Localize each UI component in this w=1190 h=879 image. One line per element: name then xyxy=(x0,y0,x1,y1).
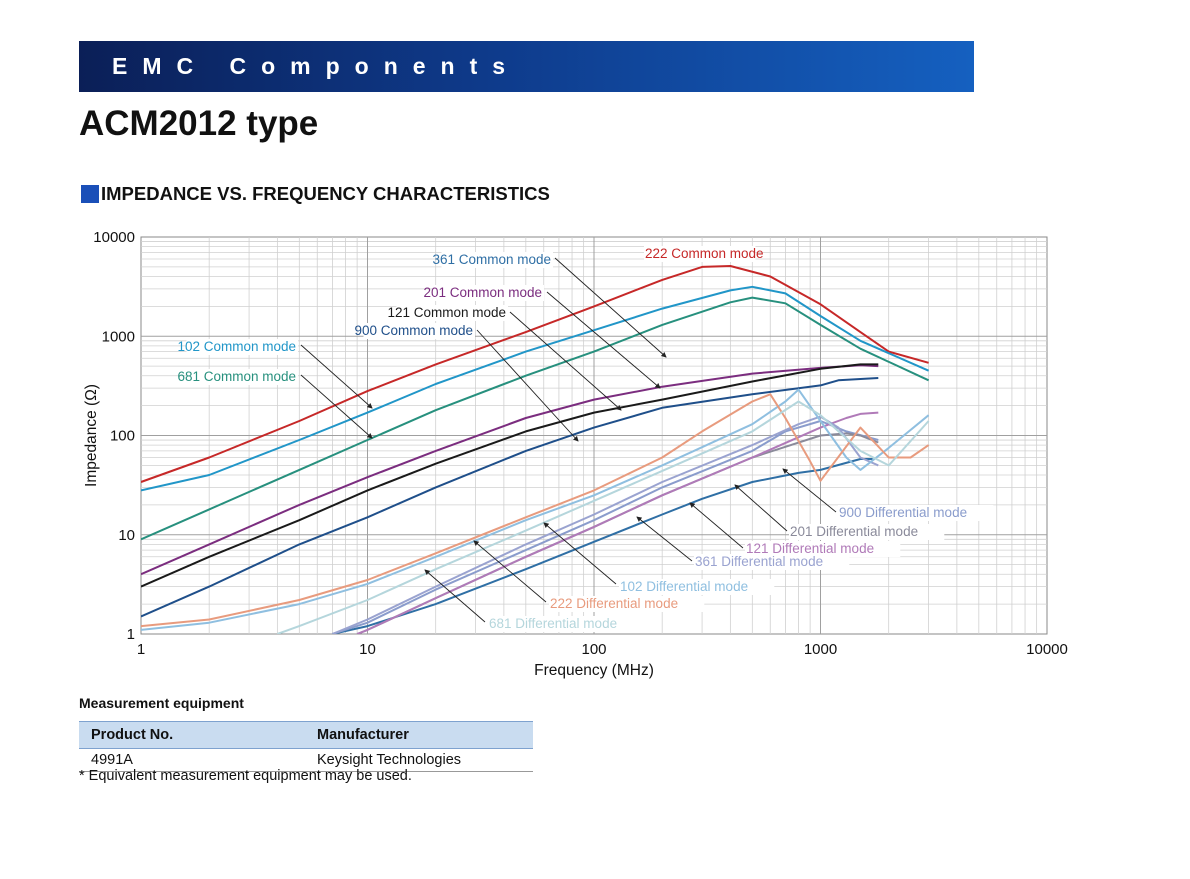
annotation-bg xyxy=(838,505,994,521)
cell-product: 4991A xyxy=(79,748,305,772)
annotation-leader xyxy=(476,329,579,442)
series-line-11 xyxy=(141,388,930,631)
section-heading: IMPEDANCE VS. FREQUENCY CHARACTERISTICS xyxy=(81,183,550,205)
y-tick-label: 10 xyxy=(118,527,135,544)
annotations: 222 Common mode 361 Common mode 201 Common… xyxy=(177,246,994,632)
series-lines xyxy=(141,265,930,634)
section-heading-text: IMPEDANCE VS. FREQUENCY CHARACTERISTICS xyxy=(101,183,550,204)
series-line-4 xyxy=(141,377,879,618)
annotation-leader xyxy=(473,540,547,603)
series-line-9 xyxy=(356,411,879,634)
annotation-bg xyxy=(441,252,553,268)
annotation-leader xyxy=(300,374,373,439)
annotation-bg xyxy=(789,524,945,540)
annotation-bg xyxy=(186,339,298,355)
series-line-3 xyxy=(141,363,879,588)
measurement-table: Product No. Manufacturer 4991A Keysight … xyxy=(79,721,533,772)
series-line-6 xyxy=(141,296,930,541)
tick-labels: 1 10 100 1000 10000 1 10 100 1000 10000 xyxy=(93,229,1068,658)
annotation-label: 361 Differential mode xyxy=(695,554,823,569)
series-line-10 xyxy=(332,415,879,634)
annotation-bg xyxy=(619,579,775,595)
annotation-leader xyxy=(734,484,788,532)
table-row: 4991A Keysight Technologies xyxy=(79,748,533,772)
x-tick-label: 10000 xyxy=(1026,641,1068,658)
annotation-bg xyxy=(745,541,901,557)
square-bullet-icon xyxy=(81,185,99,203)
y-tick-label: 1000 xyxy=(102,328,135,345)
annotation-label: 222 Common mode xyxy=(645,246,764,261)
annotation-leader xyxy=(300,344,373,409)
y-axis-label: Impedance (Ω) xyxy=(83,384,100,487)
annotation-leader xyxy=(546,291,661,389)
annotation-leader xyxy=(782,468,837,513)
annotation-label: 201 Common mode xyxy=(423,285,542,300)
annotation-label: 222 Differential mode xyxy=(550,596,678,611)
banner-text: EMC Components xyxy=(112,53,521,79)
annotation-bg xyxy=(186,369,298,385)
series-line-0 xyxy=(141,265,929,483)
annotation-bg xyxy=(432,285,544,301)
annotation-label: 121 Differential mode xyxy=(746,541,874,556)
header-banner: EMC Components xyxy=(79,41,974,92)
annotation-label: 121 Common mode xyxy=(387,305,506,320)
annotation-label: 102 Common mode xyxy=(177,339,296,354)
measurement-heading: Measurement equipment xyxy=(79,695,244,711)
annotation-label: 201 Differential mode xyxy=(790,524,918,539)
y-tick-label: 1 xyxy=(127,626,135,643)
annotation-leader xyxy=(424,569,486,623)
annotation-leader xyxy=(689,502,744,549)
annotation-label: 900 Common mode xyxy=(354,323,473,338)
annotation-leader xyxy=(554,257,667,358)
annotation-leader xyxy=(636,516,693,562)
series-line-12 xyxy=(141,393,930,628)
annotation-leader xyxy=(509,311,622,411)
annotation-bg xyxy=(396,305,508,321)
annotation-bg xyxy=(549,596,705,612)
cell-manufacturer: Keysight Technologies xyxy=(305,748,533,772)
series-line-1 xyxy=(332,458,873,634)
annotation-label: 900 Differential mode xyxy=(839,505,967,520)
annotation-label: 681 Common mode xyxy=(177,369,296,384)
annotation-label: 681 Differential mode xyxy=(489,616,617,631)
x-tick-label: 100 xyxy=(581,641,606,658)
annotation-bg xyxy=(694,554,850,570)
x-tick-label: 10 xyxy=(359,641,376,658)
annotation-label: 102 Differential mode xyxy=(620,579,748,594)
annotation-bg xyxy=(644,246,756,262)
y-tick-label: 10000 xyxy=(93,229,135,246)
series-line-5 xyxy=(141,285,930,492)
x-axis-label: Frequency (MHz) xyxy=(534,662,654,679)
series-line-13 xyxy=(277,400,930,634)
page-title: ACM2012 type xyxy=(79,104,319,143)
annotation-bg xyxy=(363,323,475,339)
measurement-note: * Equivalent measurement equipment may b… xyxy=(79,768,412,784)
col-header-product: Product No. xyxy=(79,721,305,749)
x-tick-label: 1 xyxy=(137,641,145,658)
x-tick-label: 1000 xyxy=(804,641,837,658)
grid xyxy=(141,237,1047,634)
annotation-bg xyxy=(488,616,651,632)
y-tick-label: 100 xyxy=(110,428,135,445)
annotation-leader xyxy=(543,522,617,585)
annotation-label: 361 Common mode xyxy=(432,252,551,267)
table-header-row: Product No. Manufacturer xyxy=(79,721,533,749)
col-header-manufacturer: Manufacturer xyxy=(305,721,533,749)
